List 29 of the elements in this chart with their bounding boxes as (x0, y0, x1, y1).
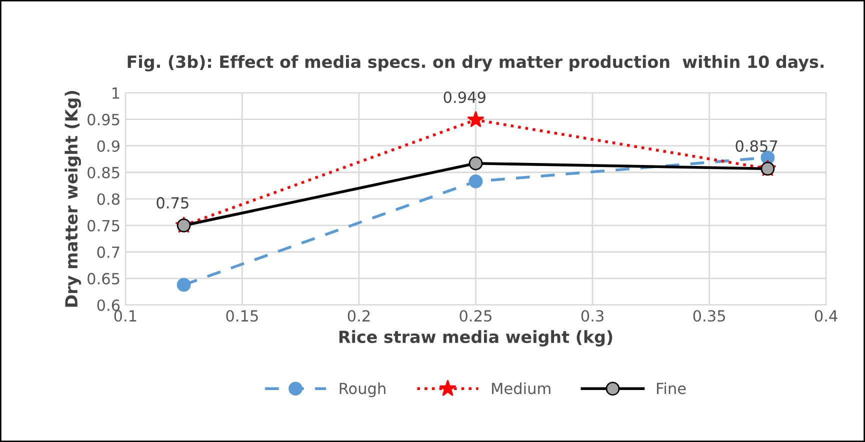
point (176, 278, 191, 292)
x-axis-title: Rice straw media weight (kg) (339, 330, 612, 346)
x-tick-label: 0.4 (814, 310, 838, 322)
y-tick-label: 0.6 (97, 299, 120, 311)
x-tick-label: 0.25 (460, 310, 492, 322)
x-tick-label: 0.35 (693, 310, 725, 322)
point (468, 156, 483, 170)
y-tick-label: 0.75 (88, 220, 120, 232)
y-tick-label: 0.85 (88, 166, 120, 178)
y-tick-label: 0.7 (97, 246, 120, 258)
chart-title: Fig. (3b): Effect of media specs. on dry matter production within 10 days. (128, 55, 824, 72)
legend-label: Medium (492, 382, 550, 394)
data-label: 0.857 (736, 140, 778, 152)
x-tick-label: 0.2 (348, 310, 370, 322)
y-axis-title: Dry matter weight (Kg) (64, 91, 81, 307)
legend-label: Fine (657, 382, 686, 394)
y-tick-label: 0.8 (97, 193, 120, 205)
x-tick-label: 0.1 (114, 310, 136, 322)
y-tick-label: 0.95 (88, 114, 120, 126)
data-label: 0.75 (156, 197, 188, 209)
point (468, 174, 483, 188)
y-tick-label: 0.65 (88, 272, 120, 284)
x-tick-label: 0.3 (581, 310, 604, 322)
data-label: 0.949 (444, 91, 486, 104)
legend-label: Rough (340, 382, 386, 398)
y-tick-label: 1 (112, 87, 120, 99)
x-tick-label: 0.15 (226, 310, 258, 322)
point (467, 110, 484, 128)
y-tick-label: 0.9 (97, 140, 120, 152)
